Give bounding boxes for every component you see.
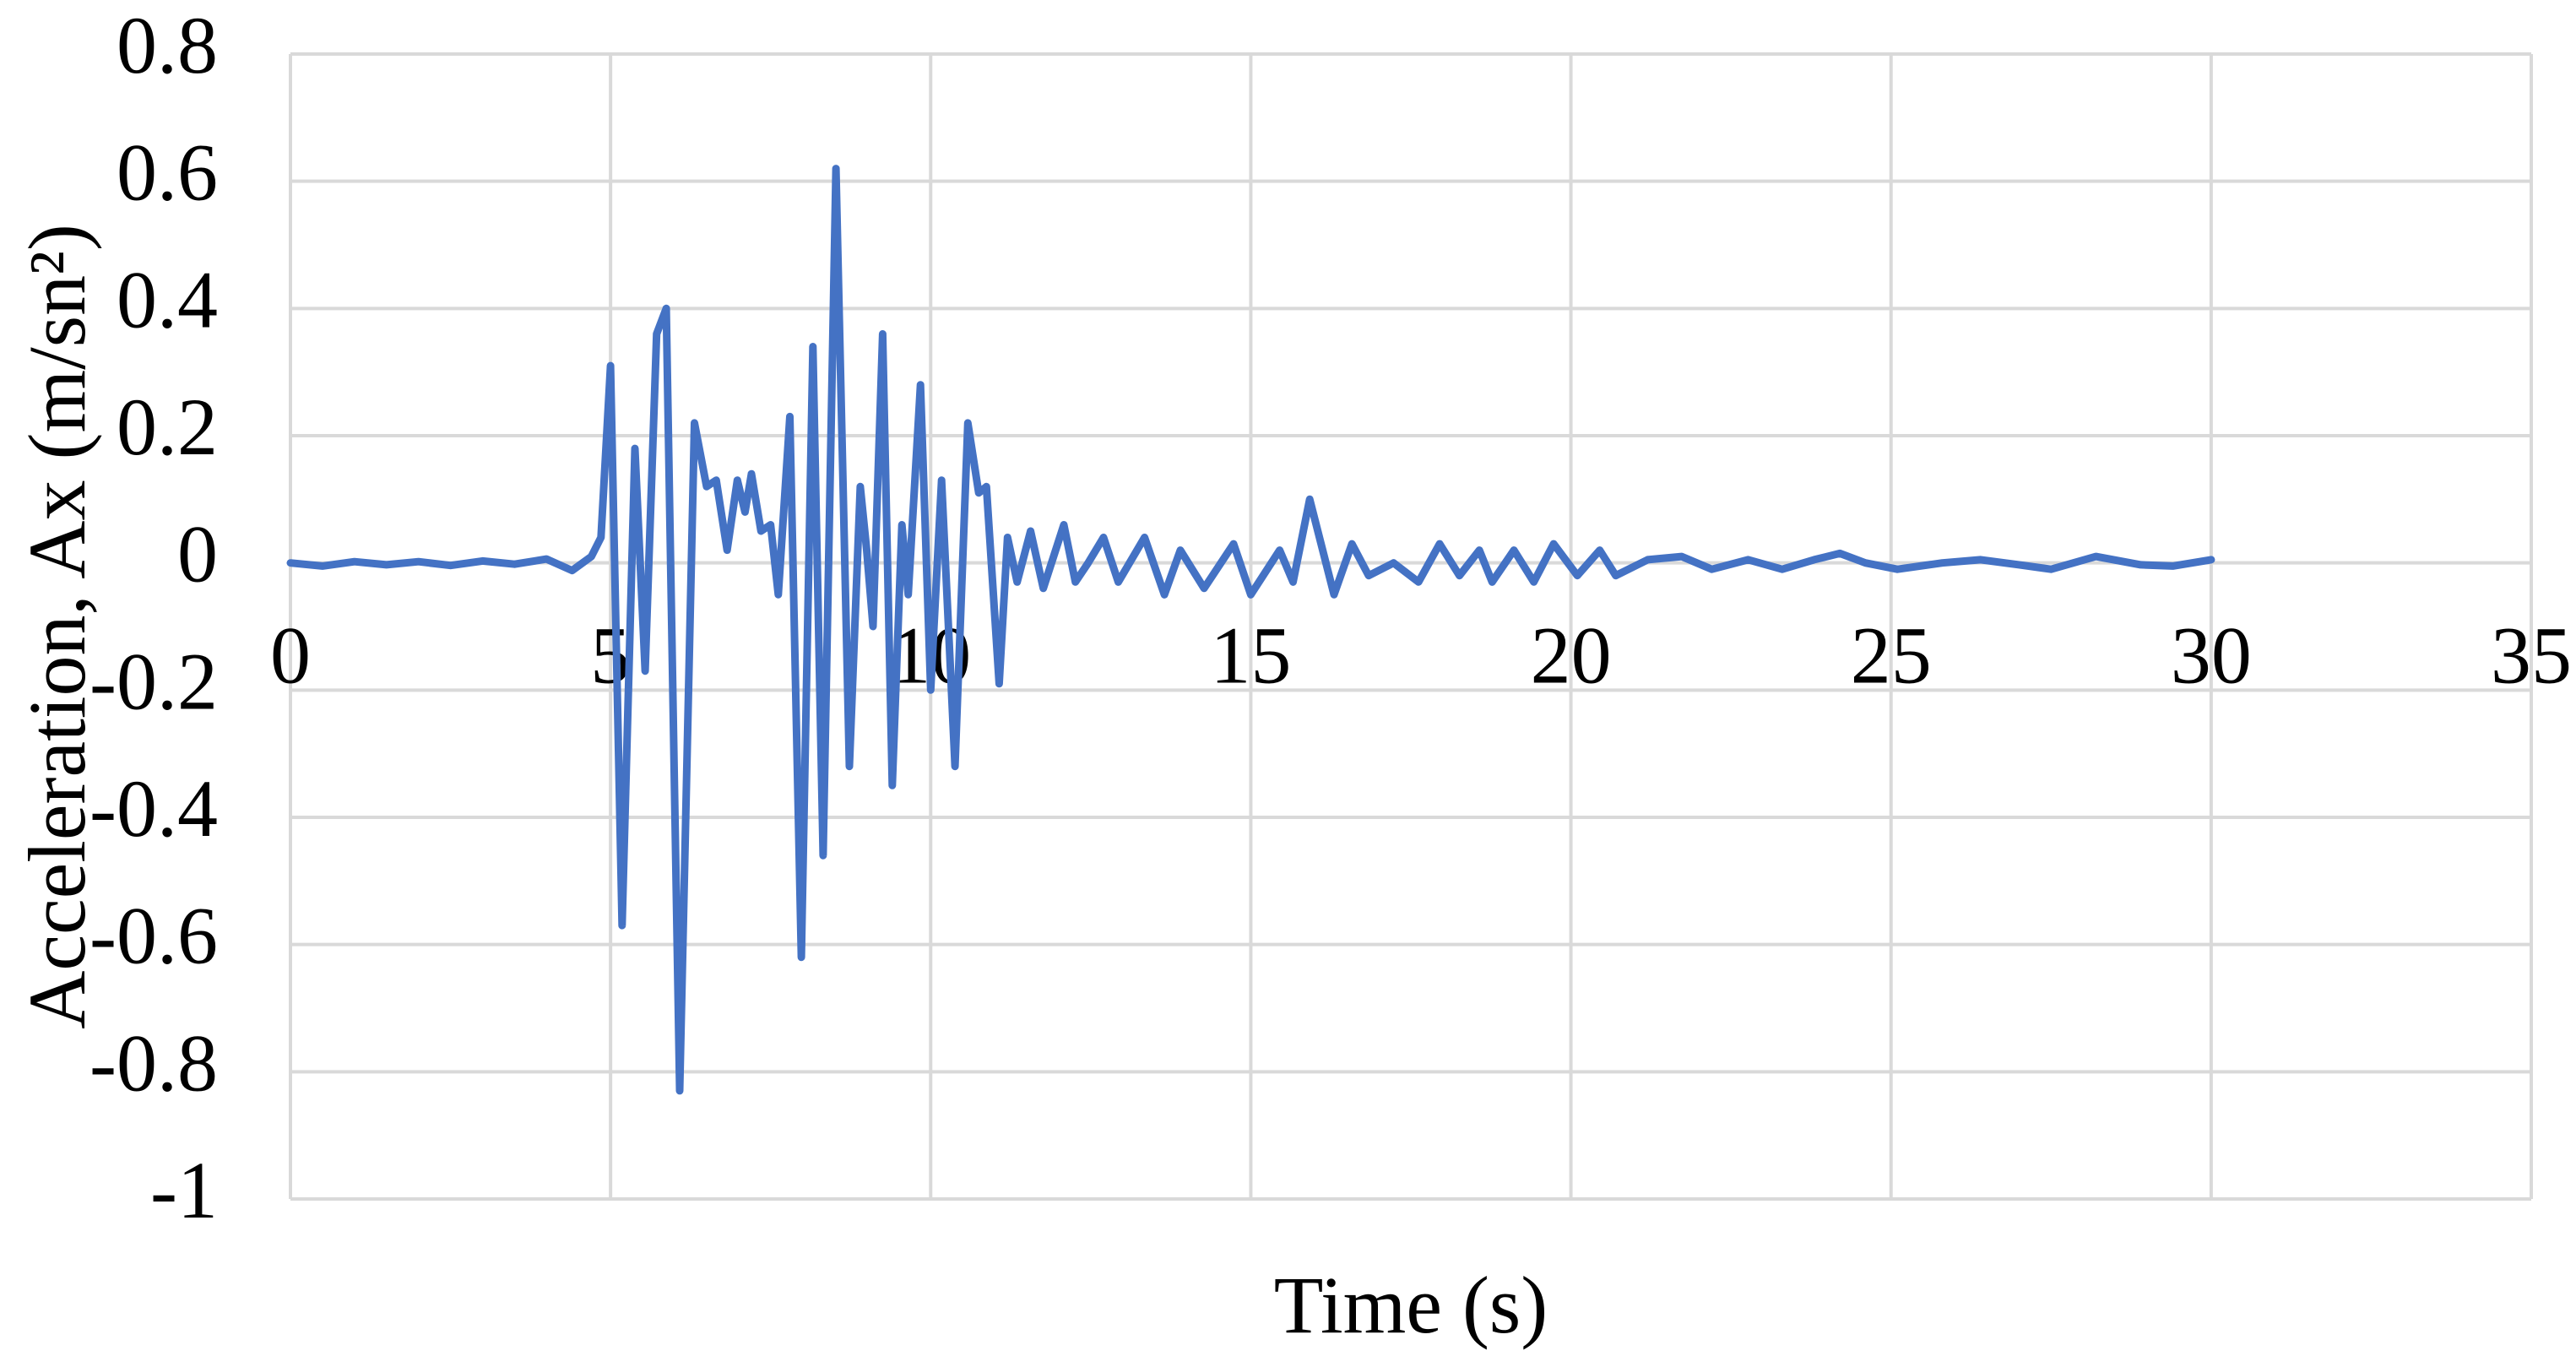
x-tick-label: 5: [590, 610, 631, 701]
y-tick-label: 0.6: [117, 127, 218, 218]
y-axis-label: Acceleration, Ax (m/sn²): [12, 224, 102, 1029]
y-tick-label: 0.8: [117, 0, 218, 90]
y-tick-label: 0.4: [117, 254, 218, 344]
y-tick-label: -0.8: [89, 1017, 218, 1108]
y-tick-label: -0.2: [89, 636, 218, 726]
x-axis-label: Time (s): [1274, 1260, 1548, 1350]
y-tick-label: -1: [150, 1145, 218, 1235]
x-tick-label: 20: [1531, 610, 1612, 701]
y-tick-label: 0: [177, 509, 218, 599]
data-line: [286, 165, 2215, 1095]
x-tick-label: 30: [2171, 610, 2252, 701]
y-tick-label: -0.4: [89, 763, 218, 854]
x-tick-label: 25: [1851, 610, 1932, 701]
y-tick-label: 0.2: [117, 382, 218, 472]
x-tick-label: 0: [270, 610, 311, 701]
x-tick-label: 15: [1210, 610, 1291, 701]
x-tick-label: 35: [2491, 610, 2572, 701]
y-tick-label: -0.6: [89, 891, 218, 981]
